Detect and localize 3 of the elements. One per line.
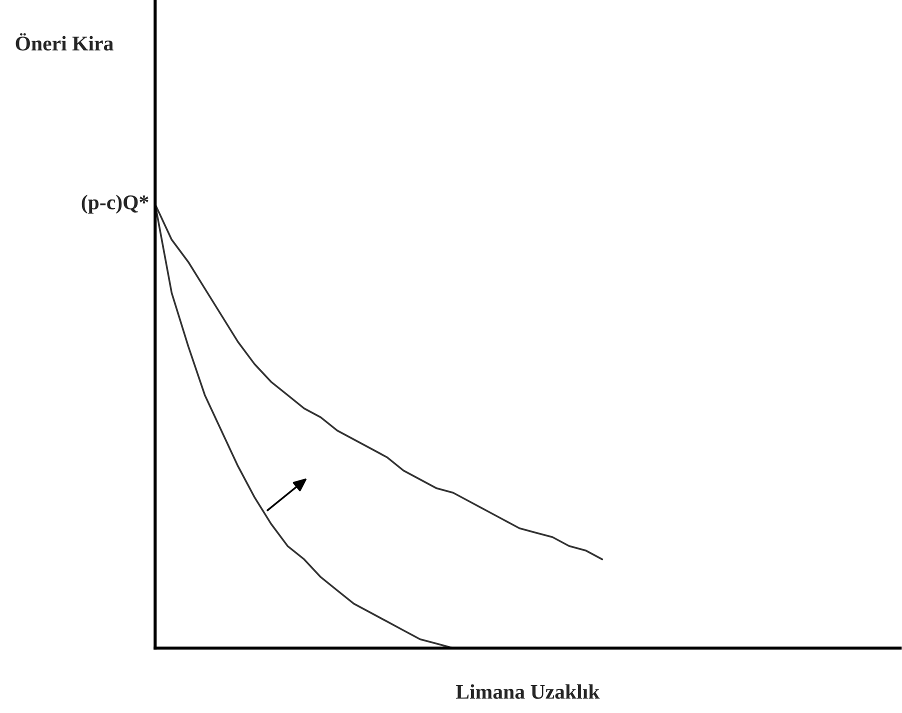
text: Öneri Kira [16, 33, 114, 51]
text: (p-c)Q* [82, 194, 148, 214]
x-axis-title: Limana Uzaklık [456, 684, 600, 699]
